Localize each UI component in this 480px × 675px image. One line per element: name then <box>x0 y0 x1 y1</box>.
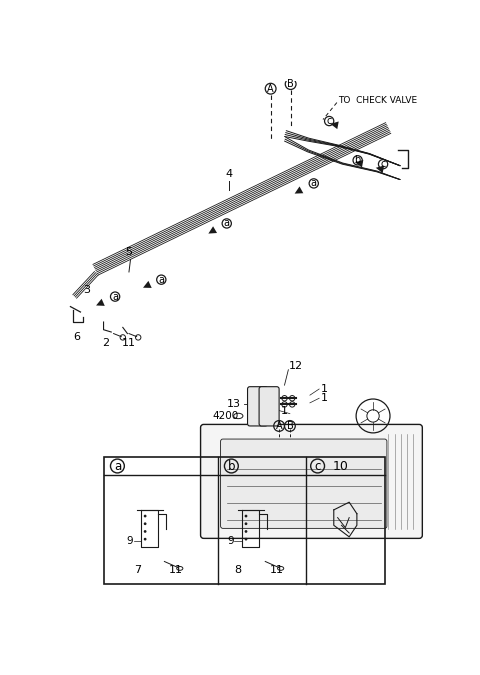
Circle shape <box>245 530 247 533</box>
Text: 4200: 4200 <box>213 411 239 421</box>
FancyBboxPatch shape <box>221 439 387 529</box>
Circle shape <box>245 522 247 525</box>
Text: 1: 1 <box>269 416 276 427</box>
Text: 2: 2 <box>102 338 109 348</box>
Text: a: a <box>224 219 230 228</box>
Text: c: c <box>380 159 386 169</box>
Text: 1: 1 <box>321 394 328 403</box>
Text: b: b <box>228 460 235 472</box>
Text: 7: 7 <box>134 565 141 575</box>
Text: a: a <box>311 178 317 188</box>
FancyBboxPatch shape <box>248 387 267 426</box>
Text: 4: 4 <box>226 169 233 179</box>
Circle shape <box>245 538 247 541</box>
Text: 10: 10 <box>333 460 349 472</box>
Text: 9: 9 <box>228 536 234 545</box>
Text: c: c <box>326 116 332 126</box>
Bar <box>104 457 384 584</box>
Text: A: A <box>267 84 274 94</box>
Text: 6: 6 <box>73 331 80 342</box>
Text: A: A <box>276 421 282 431</box>
FancyBboxPatch shape <box>201 425 422 539</box>
Circle shape <box>144 522 146 525</box>
Text: B: B <box>288 79 294 89</box>
Text: 13: 13 <box>227 400 240 410</box>
Text: 8: 8 <box>235 565 242 575</box>
Circle shape <box>144 538 146 541</box>
Text: 1: 1 <box>321 384 328 394</box>
Text: c: c <box>314 460 321 472</box>
Text: 9: 9 <box>126 536 133 545</box>
Text: 11: 11 <box>122 338 136 348</box>
Text: 11: 11 <box>169 565 183 575</box>
Text: b: b <box>355 155 361 165</box>
Text: 5: 5 <box>125 246 132 256</box>
Text: a: a <box>114 460 121 472</box>
Text: a: a <box>158 275 164 285</box>
Text: B: B <box>287 421 293 431</box>
FancyBboxPatch shape <box>259 387 279 426</box>
Text: 12: 12 <box>289 361 303 371</box>
Text: 3: 3 <box>84 285 90 295</box>
Circle shape <box>144 530 146 533</box>
Text: 1: 1 <box>281 406 288 416</box>
Text: TO  CHECK VALVE: TO CHECK VALVE <box>338 96 418 105</box>
Circle shape <box>245 514 247 518</box>
Circle shape <box>144 514 146 518</box>
Text: a: a <box>112 292 118 302</box>
Text: 11: 11 <box>270 565 284 575</box>
